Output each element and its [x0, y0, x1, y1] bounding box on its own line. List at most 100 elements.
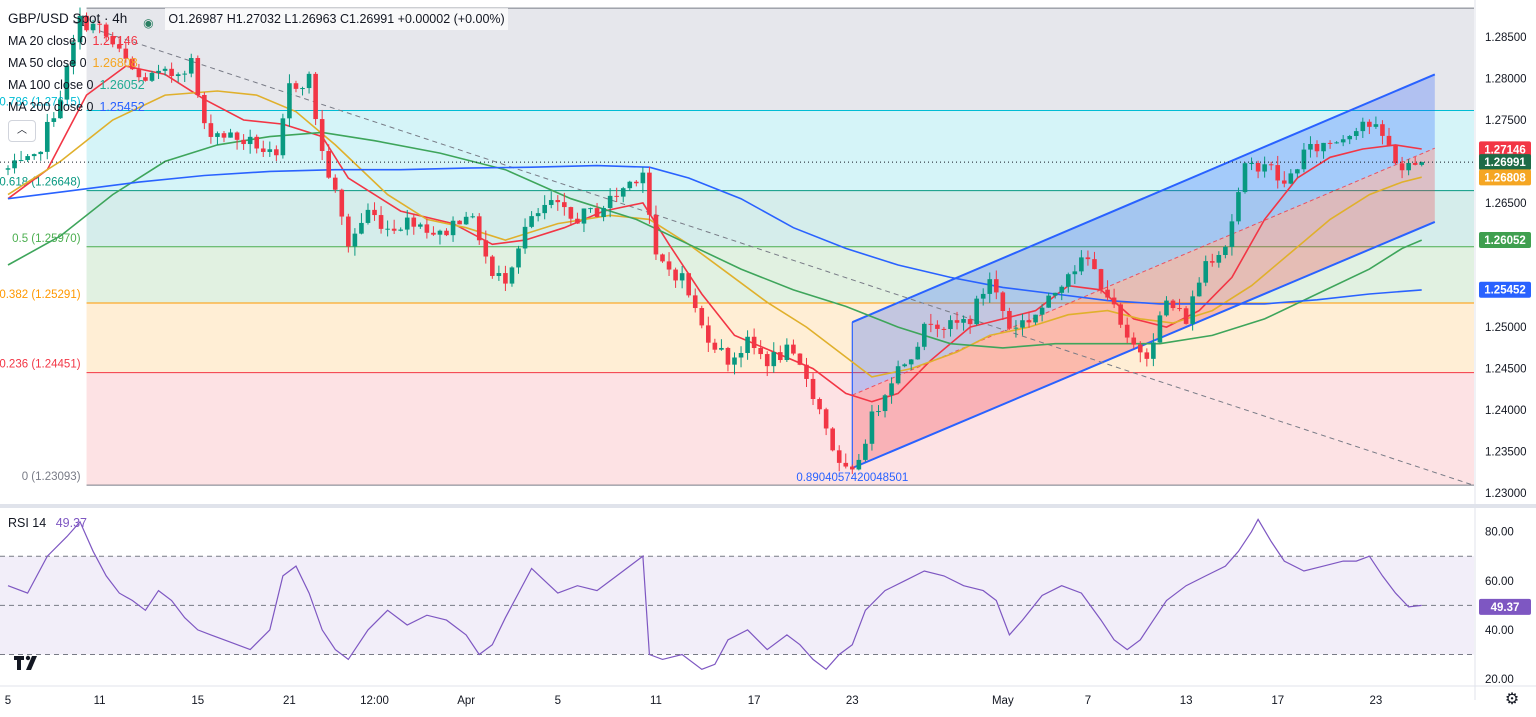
ma50-legend[interactable]: MA 50 close 0 1.26808: [8, 56, 138, 70]
candle-body: [71, 42, 76, 66]
candle-body: [431, 232, 436, 235]
collapse-legend-button[interactable]: ︿: [8, 120, 36, 142]
candle-body: [1124, 324, 1130, 338]
candle-body: [771, 352, 777, 367]
candle-body: [188, 58, 194, 74]
candle-body: [660, 254, 665, 262]
candle-body: [666, 261, 672, 270]
candle-body: [836, 450, 842, 463]
candle-body: [372, 209, 377, 216]
settings-gear-icon[interactable]: ⚙: [1504, 691, 1520, 708]
candle-body: [895, 366, 901, 384]
candle-body: [110, 36, 116, 45]
price-label: 1.26808: [1484, 172, 1526, 184]
ma100-legend[interactable]: MA 100 close 0 1.26052: [8, 78, 145, 92]
candle-body: [732, 357, 737, 365]
candle-body: [607, 195, 613, 208]
candle-body: [1007, 310, 1012, 329]
candle-body: [1301, 149, 1307, 170]
candle-body: [915, 346, 921, 360]
rsi-tick-label: 40.00: [1485, 625, 1514, 637]
candle-body: [51, 118, 57, 122]
candle-body: [902, 364, 907, 367]
candle-body: [5, 168, 11, 170]
candle-body: [1353, 131, 1359, 136]
price-tick-label: 1.28500: [1485, 32, 1527, 44]
candle-body: [758, 348, 763, 355]
candle-body: [1033, 314, 1038, 323]
candle-body: [568, 207, 574, 219]
candle-body: [274, 149, 279, 156]
candle-body: [1039, 307, 1045, 315]
ma200-legend[interactable]: MA 200 close 0 1.25452: [8, 100, 145, 114]
time-tick-label: 5: [555, 695, 561, 707]
candle-body: [1406, 162, 1411, 171]
downtrend-line: [73, 21, 1475, 486]
time-tick-label: May: [992, 695, 1014, 707]
candle-body: [620, 188, 626, 197]
candle-body: [941, 328, 947, 330]
candle-body: [581, 208, 587, 224]
candle-body: [575, 218, 580, 224]
candle-body: [653, 214, 659, 255]
symbol-title[interactable]: GBP/USD Spot · 4h: [8, 11, 128, 26]
fib-zone: [86, 372, 1474, 486]
eye-icon[interactable]: ◉: [143, 16, 154, 30]
candle-body: [156, 70, 161, 73]
candle-body: [601, 207, 606, 218]
candle-body: [44, 121, 50, 152]
candle-body: [496, 273, 502, 276]
candle-body: [293, 83, 299, 89]
candle-body: [1137, 344, 1143, 353]
candle-body: [823, 409, 829, 429]
candle-body: [1020, 320, 1025, 328]
channel-upper-fill: [852, 74, 1435, 396]
time-tick-label: 11: [650, 695, 662, 707]
candle-body: [1151, 342, 1156, 359]
candle-body: [404, 217, 410, 230]
candle-body: [804, 364, 809, 379]
candle-body: [555, 200, 561, 203]
candle-body: [300, 88, 305, 90]
candle-body: [287, 83, 292, 119]
candle-body: [1072, 271, 1078, 275]
candle-body: [483, 240, 489, 257]
price-tick-label: 1.24000: [1485, 405, 1527, 417]
candle-body: [1177, 308, 1182, 310]
price-tick-label: 1.23000: [1485, 488, 1527, 500]
price-tick-label: 1.27500: [1485, 115, 1527, 127]
candle-body: [1399, 163, 1405, 171]
candles: [5, 7, 1425, 474]
candle-body: [1419, 162, 1425, 165]
candle-body: [437, 230, 443, 235]
candle-body: [1262, 164, 1267, 172]
candle-body: [182, 73, 188, 75]
candle-body: [863, 443, 868, 460]
candle-body: [77, 15, 83, 43]
candle-body: [751, 336, 757, 349]
rsi-tick-label: 60.00: [1485, 576, 1514, 588]
candle-body: [385, 228, 390, 230]
candle-body: [202, 95, 207, 124]
candle-body: [1236, 192, 1241, 222]
candle-body: [522, 226, 528, 249]
price-tick-label: 1.28000: [1485, 74, 1527, 86]
candle-body: [882, 395, 888, 412]
candle-body: [699, 308, 705, 326]
ma-line: [7, 164, 1422, 305]
fib-label: 0.5 (1.25970): [12, 233, 81, 245]
candle-body: [1255, 162, 1261, 172]
candle-body: [908, 359, 914, 365]
candle-body: [1118, 304, 1123, 325]
candle-body: [889, 383, 894, 396]
candle-body: [548, 200, 554, 205]
candle-body: [778, 352, 783, 361]
price-label-box: [1479, 281, 1531, 298]
ma20-legend[interactable]: MA 20 close 0 1.27146: [8, 34, 138, 48]
candle-body: [228, 132, 233, 138]
candle-body: [987, 279, 993, 294]
candle-body: [791, 344, 796, 354]
price-axis: 1.28500 1.28000 1.27500 1.26500 1.25000 1.245…: [1474, 0, 1536, 717]
candle-body: [980, 293, 986, 299]
